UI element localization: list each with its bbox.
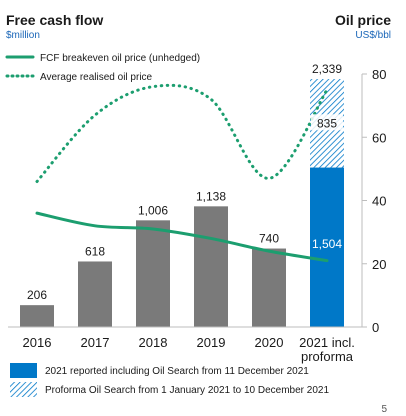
proforma-value-label: 835 [317,116,337,130]
bar-2020 [252,248,286,327]
bar-value-label: 618 [85,244,105,258]
x-axis-tick-label: 2017 [81,335,110,350]
bar-2018 [136,220,170,327]
legend-bottom-swatch-solid [10,363,37,378]
x-axis-tick-label: 2019 [197,335,226,350]
bar-2016 [20,305,54,327]
page-number: 5 [381,404,387,415]
left-axis-unit: $million [6,30,40,41]
bar-2021-reported [310,167,344,327]
legend-bottom-label: 2021 reported including Oil Search from … [45,366,309,377]
bar-value-label: 206 [27,288,47,302]
right-axis-tick-label: 0 [372,320,379,335]
fcf-breakeven-oil-price-line [35,211,329,263]
legend-bottom: 2021 reported including Oil Search from … [10,363,329,397]
bar-value-label: 740 [259,232,279,246]
lines-group [35,83,329,263]
right-axis-tick-label: 20 [372,257,386,272]
x-axis-tick-label: 2016 [23,335,52,350]
x-axis-tick-label: 2018 [139,335,168,350]
bar-value-label: 1,138 [196,189,226,203]
x-axis-tick-label: 2021 incl. [299,335,355,350]
legend-top-label: FCF breakeven oil price (unhedged) [40,53,200,64]
average-realised-oil-price-line [35,83,329,184]
right-axis-unit: US$/bbl [355,30,391,41]
legend-top: FCF breakeven oil price (unhedged) Averag… [5,53,200,83]
x-axis-tick-label: proforma [301,349,354,364]
axes-group: 0 20 40 60 80 2016 2017 2018 2019 2020 2021 incl.p… [8,67,386,364]
right-axis-title: Oil price [335,12,391,28]
bar-2017 [78,261,112,327]
bar-total-label: 2,339 [312,62,342,76]
left-axis-title: Free cash flow [6,12,103,28]
right-axis-tick-label: 60 [372,130,386,145]
right-axis-tick-label: 80 [372,67,386,82]
bars-group [20,79,344,327]
right-axis-tick-label: 40 [372,194,386,209]
bar-value-label: 1,006 [138,203,168,217]
x-axis-tick-label: 2020 [255,335,284,350]
proforma-label-bg [311,114,343,131]
bar-labels-group: 206 618 1,006 1,138 740 2,339 835 1,504 [27,62,343,302]
legend-bottom-swatch-hatched [10,382,37,397]
legend-bottom-label: Proforma Oil Search from 1 January 2021 … [45,385,329,396]
bar-2019 [194,206,228,327]
legend-top-label: Average realised oil price [40,72,153,83]
reported-value-label: 1,504 [312,237,342,251]
